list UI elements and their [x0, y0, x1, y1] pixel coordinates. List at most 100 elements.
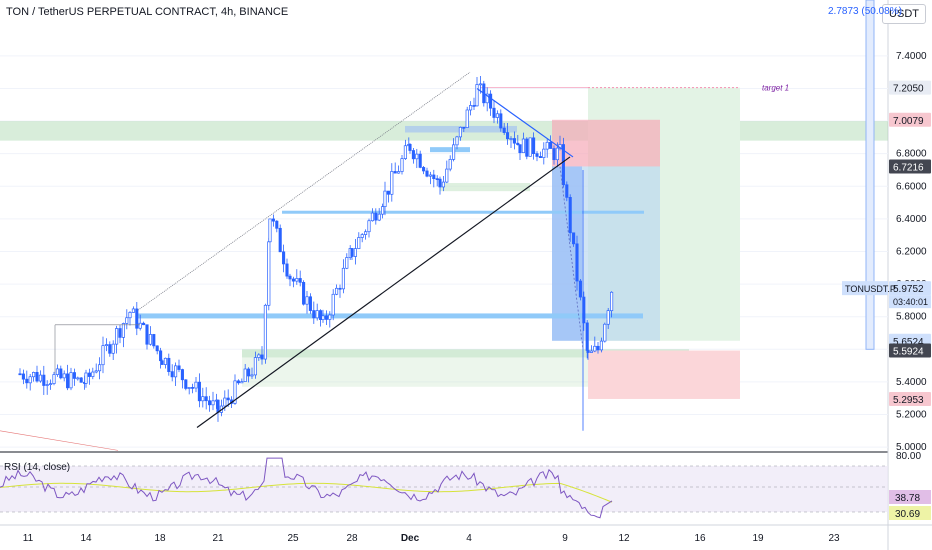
- candle-body: [180, 369, 184, 381]
- candle-body: [159, 350, 163, 362]
- candle-body: [516, 142, 520, 145]
- candle-body: [377, 213, 381, 221]
- rsi-value-tag: [889, 490, 931, 504]
- time-tick-label: 21: [212, 533, 224, 544]
- candle-body: [441, 181, 445, 188]
- candle-body: [425, 170, 429, 177]
- candle-body: [170, 371, 174, 378]
- candle-body: [370, 212, 374, 222]
- rsi-value-label: 38.78: [895, 493, 920, 504]
- candle-body: [84, 372, 88, 384]
- candle-body: [35, 372, 39, 382]
- time-tick-label: 18: [154, 533, 166, 544]
- candle-body: [275, 220, 279, 229]
- candle-body: [315, 310, 319, 319]
- candle-body: [397, 171, 401, 174]
- time-tick-label: 16: [694, 533, 706, 544]
- symbol-tag-label: TONUSDT.P: [845, 284, 896, 294]
- candle-body: [121, 323, 125, 338]
- candle-body: [216, 399, 220, 413]
- candle-body: [321, 315, 325, 320]
- candle-body: [422, 167, 426, 172]
- candle-body: [462, 126, 466, 129]
- candle-body: [495, 113, 499, 118]
- support-band: [440, 183, 530, 192]
- price-tag: [889, 80, 931, 95]
- candle-body: [538, 156, 542, 159]
- candle-body: [589, 350, 593, 353]
- candle-body: [240, 381, 244, 384]
- candle-body: [94, 370, 98, 373]
- candle-body: [578, 280, 582, 298]
- price-tick-label: 6.6000: [896, 181, 927, 192]
- price-tick-label: 5.8000: [896, 312, 927, 323]
- candle-body: [305, 296, 309, 305]
- candle-body: [364, 231, 368, 235]
- candle-body: [518, 144, 522, 154]
- candle-body: [55, 368, 59, 375]
- candle-body: [545, 141, 549, 150]
- candle-body: [271, 218, 275, 222]
- candle-body: [465, 109, 469, 128]
- candle-body: [197, 381, 201, 402]
- price-tick-label: 5.4000: [896, 377, 927, 388]
- candle-body: [532, 137, 536, 154]
- candle-body: [45, 384, 49, 386]
- candle-body: [438, 178, 442, 188]
- symbol-tag: [842, 281, 888, 296]
- candle-body: [383, 190, 387, 207]
- candle-body: [115, 328, 119, 345]
- candle-body: [302, 281, 306, 305]
- candle-body: [561, 144, 565, 186]
- channel-line: [137, 71, 471, 311]
- price-tag: [889, 159, 931, 174]
- candle-body: [599, 340, 603, 351]
- time-tick-label: 19: [752, 533, 764, 544]
- candle-body: [458, 126, 462, 138]
- candle-body: [308, 296, 312, 311]
- time-tick-label: 25: [287, 533, 299, 544]
- candle-body: [278, 227, 282, 253]
- candle-body: [38, 374, 42, 382]
- price-tag: [889, 343, 931, 358]
- candle-body: [565, 184, 569, 198]
- candle-body: [469, 105, 473, 111]
- candle-body: [331, 293, 335, 316]
- price-tick-label: 6.2000: [896, 246, 927, 257]
- candle-body: [606, 310, 610, 325]
- candle-body: [291, 278, 295, 282]
- candle-body: [98, 364, 102, 372]
- candle-body: [28, 376, 32, 384]
- candle-body: [535, 153, 539, 157]
- candle-body: [357, 237, 361, 249]
- candle-body: [226, 397, 230, 401]
- candle-body: [79, 377, 83, 383]
- candle-body: [257, 354, 261, 358]
- candle-body: [568, 197, 572, 234]
- candle-body: [596, 345, 600, 351]
- candle-body: [191, 387, 195, 389]
- candle-body: [247, 368, 251, 377]
- candle-body: [21, 373, 25, 380]
- short-stop-zone: [552, 119, 660, 167]
- currency-button[interactable]: USDT: [882, 4, 926, 24]
- uptrend-line: [196, 156, 571, 429]
- candle-body: [288, 275, 292, 280]
- rsi-line: [0, 457, 613, 519]
- candle-body: [160, 360, 164, 365]
- candle-body: [52, 374, 56, 384]
- candle-body: [62, 373, 66, 379]
- candle-body: [59, 368, 63, 379]
- rsi-ma-line: [0, 482, 613, 503]
- time-tick-label: Dec: [401, 533, 420, 544]
- candle-body: [194, 381, 198, 389]
- time-tick-label: 12: [618, 533, 630, 544]
- candle-body: [390, 171, 394, 195]
- candle-body: [586, 350, 590, 353]
- level-line-6.44: [282, 210, 644, 214]
- stop-zone: [588, 350, 740, 399]
- candle-body: [374, 212, 378, 221]
- candle-body: [542, 148, 546, 159]
- candle-body: [260, 354, 264, 360]
